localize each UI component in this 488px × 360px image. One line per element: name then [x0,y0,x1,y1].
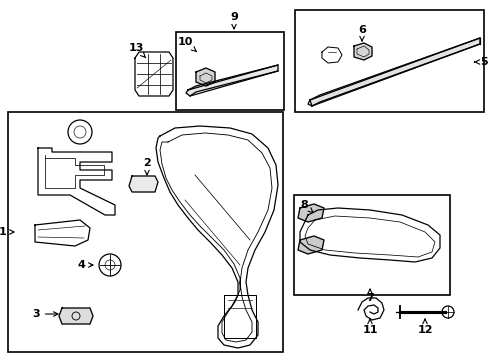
Polygon shape [129,176,158,192]
Text: 6: 6 [357,25,365,41]
Text: 4: 4 [77,260,93,270]
Text: 13: 13 [128,43,145,58]
Polygon shape [353,43,371,60]
Bar [176,32,284,110]
Text: 3: 3 [32,309,58,319]
Bar [8,112,283,352]
Text: 2: 2 [143,158,151,175]
Bar [294,10,483,112]
Text: 1: 1 [0,227,14,237]
Polygon shape [59,308,93,324]
Polygon shape [297,204,324,222]
Text: 8: 8 [300,200,312,212]
Bar [293,195,449,295]
Text: 12: 12 [416,319,432,335]
Text: 11: 11 [362,319,377,335]
Text: 9: 9 [229,12,238,29]
Polygon shape [307,38,479,106]
Text: 7: 7 [366,289,373,303]
Polygon shape [185,65,278,96]
Text: 5: 5 [473,57,487,67]
Text: 10: 10 [177,37,196,51]
Polygon shape [196,68,215,86]
Polygon shape [297,236,324,254]
